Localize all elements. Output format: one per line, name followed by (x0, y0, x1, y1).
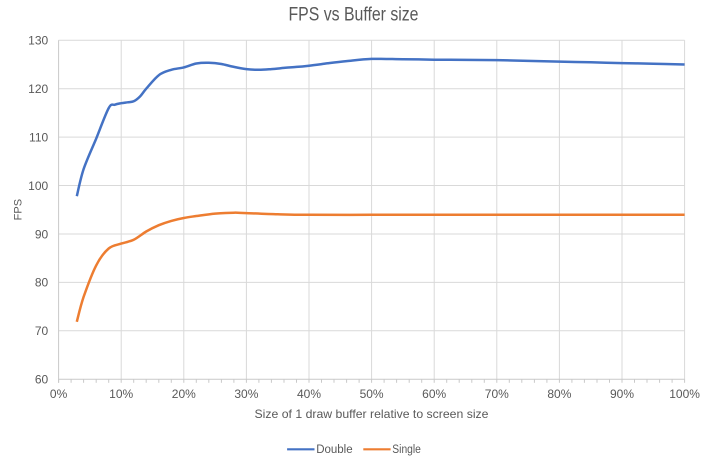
svg-text:80: 80 (35, 276, 49, 290)
svg-text:30%: 30% (234, 387, 258, 401)
svg-text:70%: 70% (485, 387, 509, 401)
svg-text:Single: Single (392, 444, 421, 456)
svg-text:90: 90 (35, 227, 49, 241)
svg-text:50%: 50% (360, 387, 384, 401)
svg-text:130: 130 (28, 34, 48, 48)
svg-text:Size of 1 draw buffer relative: Size of 1 draw buffer relative to screen… (255, 407, 489, 421)
svg-text:70: 70 (35, 324, 49, 338)
svg-text:40%: 40% (297, 387, 321, 401)
svg-text:100: 100 (28, 179, 48, 193)
svg-text:FPS: FPS (13, 199, 25, 220)
svg-text:Double: Double (316, 444, 352, 456)
svg-text:120: 120 (28, 82, 48, 96)
svg-text:60: 60 (35, 373, 49, 387)
svg-text:90%: 90% (610, 387, 634, 401)
svg-text:20%: 20% (172, 387, 196, 401)
svg-text:FPS vs Buffer size: FPS vs Buffer size (289, 4, 419, 26)
svg-text:0%: 0% (50, 387, 68, 401)
svg-text:100%: 100% (669, 387, 700, 401)
svg-text:60%: 60% (422, 387, 446, 401)
svg-text:110: 110 (29, 130, 48, 144)
svg-text:10%: 10% (109, 387, 133, 401)
svg-text:80%: 80% (547, 387, 571, 401)
